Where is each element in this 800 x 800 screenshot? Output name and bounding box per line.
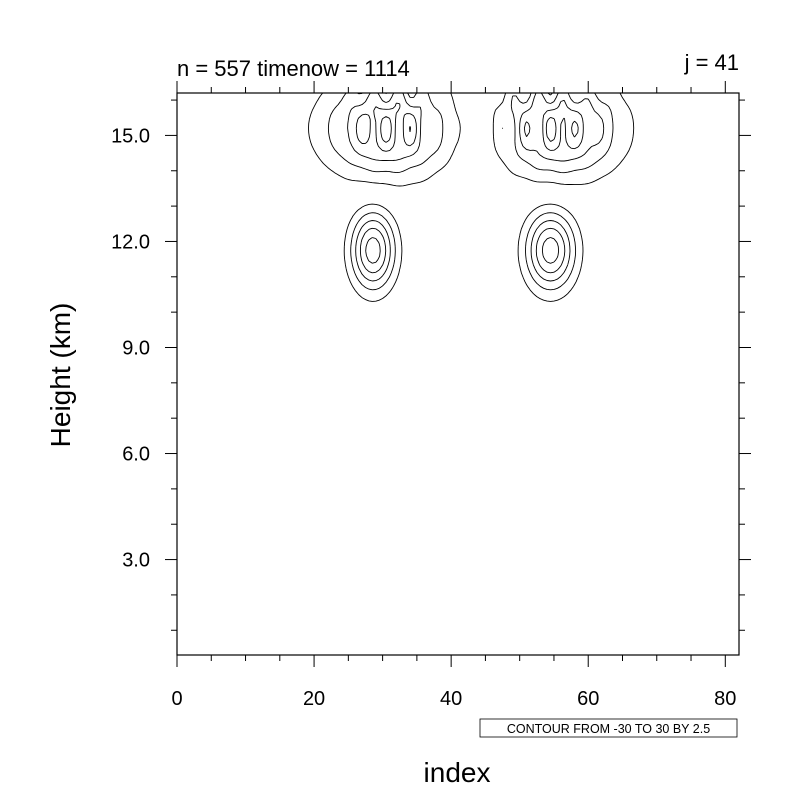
y-tick-label: 15.0 xyxy=(111,125,150,147)
contour-lines xyxy=(308,92,635,302)
x-tick-label: 20 xyxy=(303,688,325,710)
negative-contour-line xyxy=(355,102,566,274)
y-axis-title: Height (km) xyxy=(45,303,76,448)
y-tick-labels: 3.0 6.0 9.0 12.0 15.0 xyxy=(111,125,150,571)
y-tick-label: 9.0 xyxy=(122,337,150,359)
chart-title-right: j = 41 xyxy=(684,50,739,75)
chart-title-left: n = 557 timenow = 1114 xyxy=(177,56,410,81)
x-tick-label: 80 xyxy=(714,688,736,710)
x-tick-label: 60 xyxy=(577,688,599,710)
negative-contour-line xyxy=(308,92,584,302)
positive-contour-line xyxy=(355,92,605,282)
negative-contour-line xyxy=(347,92,571,282)
y-tick-label: 3.0 xyxy=(122,550,150,572)
x-axis-title: index xyxy=(424,757,491,788)
x-tick-label: 40 xyxy=(440,688,462,710)
negative-contour-line xyxy=(327,92,577,291)
positive-contour-line xyxy=(365,116,579,264)
x-tick-label: 0 xyxy=(171,688,182,710)
info-label: CONTOUR FROM -30 TO 30 BY 2.5 xyxy=(507,722,710,736)
positive-contour-line xyxy=(359,99,584,274)
positive-contour-line xyxy=(350,92,614,291)
info-label-box xyxy=(479,718,738,738)
positive-contour-line xyxy=(343,92,635,302)
plot-frame xyxy=(176,92,740,656)
negative-contour-line xyxy=(380,116,560,264)
axis-ticks xyxy=(165,81,751,667)
y-tick-label: 12.0 xyxy=(111,231,150,253)
x-tick-labels: 0 20 40 60 80 xyxy=(171,688,736,710)
y-tick-label: 6.0 xyxy=(122,444,150,466)
